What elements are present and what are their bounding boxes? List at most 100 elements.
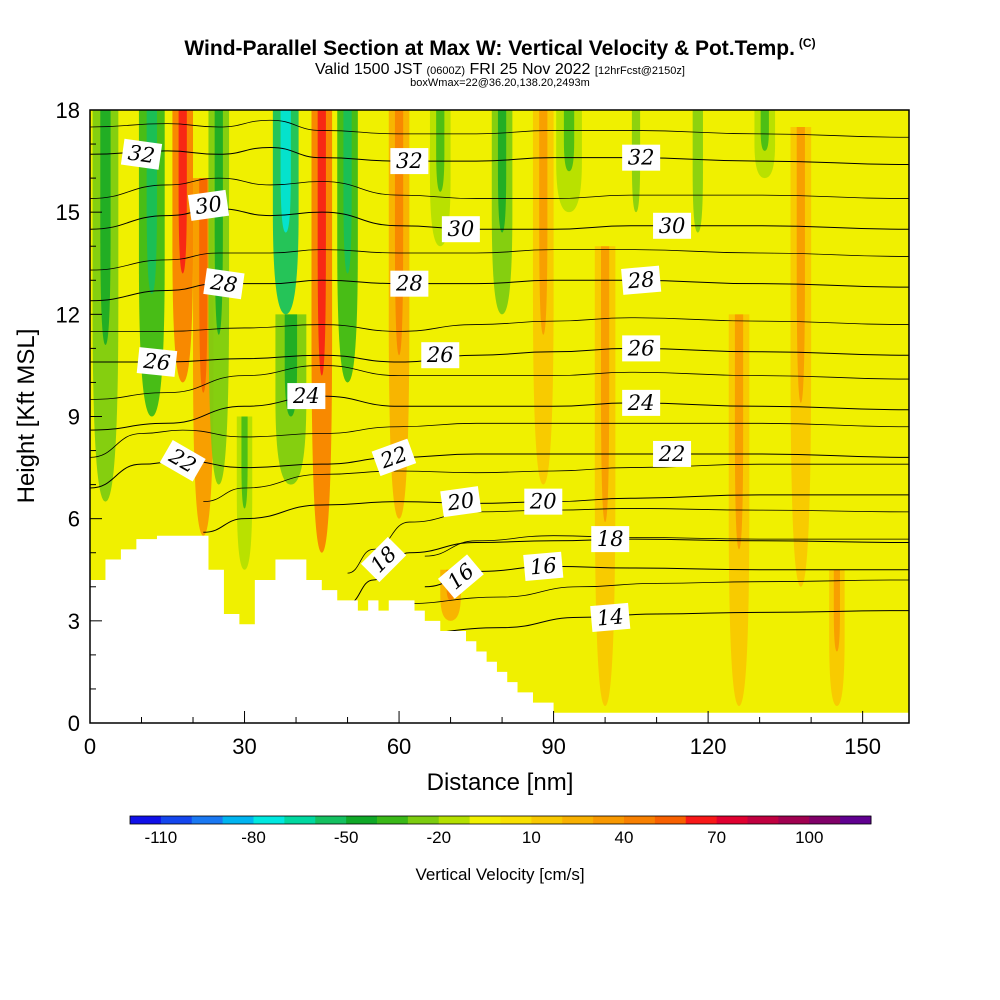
theta-contour-21 bbox=[203, 463, 909, 503]
theta-contour-25 bbox=[90, 365, 909, 400]
y-tick-label: 0 bbox=[68, 711, 80, 736]
contour-label-box bbox=[120, 138, 163, 170]
contour-label-text: 28 bbox=[395, 272, 423, 296]
contour-label-18: 28 bbox=[621, 265, 662, 295]
contour-label-box bbox=[390, 148, 429, 175]
colorbar-swatch bbox=[716, 816, 748, 824]
x-axis: 0 30 60 90 120 150 bbox=[84, 711, 881, 759]
colorbar-tick-label: 100 bbox=[795, 828, 823, 847]
velocity-core-8 bbox=[317, 110, 326, 376]
terrain-shape bbox=[90, 535, 909, 723]
velocity-core-4 bbox=[214, 110, 223, 335]
contour-label-text: 24 bbox=[627, 391, 655, 415]
velocity-core-0 bbox=[100, 110, 111, 345]
colorbar-tick-label: -80 bbox=[241, 828, 266, 847]
velocity-core-21 bbox=[796, 127, 805, 403]
colorbar-tick-label: -110 bbox=[144, 828, 177, 847]
x-tick-label: 120 bbox=[690, 734, 727, 759]
contour-label-box bbox=[390, 270, 429, 297]
contour-label-14: 20 bbox=[524, 488, 563, 515]
colorbar-swatch bbox=[809, 816, 841, 824]
contour-label-11: 20 bbox=[440, 486, 482, 518]
contour-label-text: 16 bbox=[529, 553, 558, 579]
theta-contour-29 bbox=[90, 249, 909, 271]
theta-contour-24 bbox=[90, 395, 909, 431]
colorbar-swatch bbox=[624, 816, 656, 824]
contour-label-8: 28 bbox=[390, 270, 429, 297]
velocity-core-5 bbox=[241, 416, 248, 509]
contour-label-text: 26 bbox=[426, 343, 454, 367]
colorbar-swatch bbox=[685, 816, 718, 824]
velocity-core-9 bbox=[343, 110, 352, 274]
valid-date: FRI 25 Nov 2022 bbox=[469, 61, 591, 78]
colorbar-swatch bbox=[315, 816, 347, 824]
contour-label-box bbox=[622, 144, 661, 171]
colorbar-swatch bbox=[346, 816, 378, 824]
colorbar-swatch bbox=[284, 816, 316, 824]
contour-label-box bbox=[591, 526, 630, 553]
contour-label-text: 20 bbox=[445, 488, 476, 516]
y-axis: 0 3 6 9 12 15 18 bbox=[56, 98, 102, 736]
x-tick-label: 60 bbox=[387, 734, 411, 759]
contour-label-box bbox=[159, 440, 206, 482]
chart-title-text: Wind-Parallel Section at Max W: Vertical… bbox=[184, 37, 795, 60]
colorbar-swatch bbox=[500, 816, 532, 824]
theta-contour-28 bbox=[90, 279, 909, 302]
velocity-core-13 bbox=[497, 110, 507, 233]
y-tick-label: 6 bbox=[68, 507, 80, 532]
contour-label-4: 24 bbox=[287, 383, 326, 410]
contour-label-box bbox=[653, 440, 692, 467]
colorbar-swatch bbox=[438, 816, 471, 824]
velocity-core-11 bbox=[436, 110, 445, 192]
contour-label-box bbox=[622, 335, 661, 362]
colorbar-swatch bbox=[469, 816, 501, 824]
x-axis-title: Distance [nm] bbox=[427, 769, 574, 796]
theta-contour-31 bbox=[90, 177, 909, 199]
contour-label-box bbox=[590, 602, 631, 633]
x-tick-label: 90 bbox=[541, 734, 565, 759]
contour-label-19: 26 bbox=[622, 335, 661, 362]
velocity-core-2 bbox=[178, 110, 187, 274]
velocity-core-19 bbox=[734, 314, 744, 550]
contour-label-0: 32 bbox=[120, 138, 163, 170]
forecast-info: [12hrFcst@2150z] bbox=[594, 65, 685, 77]
contour-label-box bbox=[371, 438, 417, 477]
contour-label-3: 26 bbox=[136, 347, 178, 377]
colorbar: -110 -80 -50 -20 10 40 70 100 bbox=[129, 815, 872, 847]
colorbar-tick-label: 40 bbox=[615, 828, 634, 847]
contour-label-21: 22 bbox=[653, 440, 692, 467]
contour-label-box bbox=[437, 554, 484, 599]
y-tick-label: 15 bbox=[56, 200, 80, 225]
contour-label-box bbox=[421, 342, 460, 369]
contour-label-7: 30 bbox=[441, 216, 480, 243]
velocity-core-22 bbox=[833, 569, 840, 652]
contour-label-text: 26 bbox=[627, 336, 655, 360]
valid-prefix: Valid 1500 JST bbox=[315, 61, 423, 78]
contour-label-6: 32 bbox=[390, 148, 429, 175]
contour-label-text: 30 bbox=[659, 214, 686, 238]
x-tick-label: 150 bbox=[844, 734, 881, 759]
contour-label-17: 30 bbox=[653, 212, 692, 239]
contour-label-23: 14 bbox=[590, 602, 631, 633]
contour-label-16: 32 bbox=[622, 144, 661, 171]
contour-label-20: 24 bbox=[622, 389, 661, 416]
colorbar-tick-label: -20 bbox=[426, 828, 451, 847]
colorbar-title: Vertical Velocity [cm/s] bbox=[415, 865, 584, 884]
contour-label-box bbox=[621, 265, 662, 295]
contour-label-text: 32 bbox=[127, 141, 157, 168]
velocity-core-18 bbox=[692, 110, 703, 233]
contour-label-text: 28 bbox=[208, 270, 239, 298]
velocity-core-10 bbox=[394, 110, 404, 356]
y-tick-label: 18 bbox=[56, 98, 80, 123]
contour-label-22: 18 bbox=[591, 526, 630, 553]
x-tick-label: 30 bbox=[232, 734, 256, 759]
velocity-core-20 bbox=[760, 110, 769, 151]
velocity-core-16 bbox=[600, 246, 610, 523]
y-tick-label: 3 bbox=[68, 609, 80, 634]
colorbar-swatch bbox=[531, 816, 563, 824]
colorbar-swatch bbox=[222, 816, 254, 824]
contour-label-text: 32 bbox=[628, 146, 655, 170]
contour-label-box bbox=[523, 551, 564, 581]
contour-label-box bbox=[440, 486, 482, 518]
terrain-mask bbox=[90, 535, 909, 723]
